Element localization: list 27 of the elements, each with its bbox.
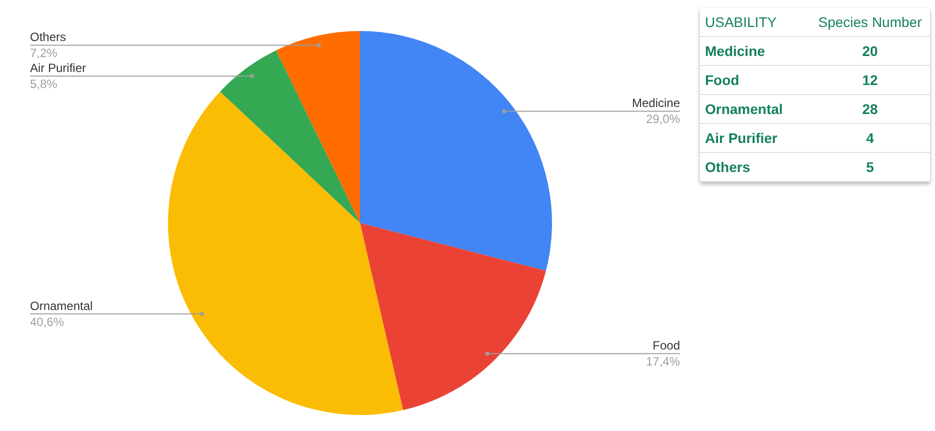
- category-label: Others: [700, 152, 810, 182]
- pie-slice: [360, 31, 552, 271]
- data-label: 17,4%: [646, 354, 680, 369]
- pie-slice: [168, 92, 404, 415]
- data-label: 12: [810, 66, 930, 94]
- pie-slice: [360, 223, 546, 410]
- text: Species Number: [810, 8, 930, 36]
- data-label: 28: [810, 94, 930, 124]
- data-label: 4: [810, 124, 930, 152]
- slice-label: Ornamental: [30, 298, 93, 313]
- data-label: 7,2%: [30, 46, 58, 60]
- data-label: 20: [810, 36, 930, 66]
- slice-label: Food: [652, 338, 680, 353]
- pie-slice: [220, 50, 360, 223]
- data-label: 5,8%: [30, 77, 58, 92]
- slice-label: Others: [30, 30, 66, 44]
- data-label: 29,0%: [646, 112, 680, 126]
- category-label: Food: [700, 66, 810, 94]
- slice-label: Medicine: [632, 96, 680, 110]
- text: USABILITY: [700, 8, 810, 36]
- category-label: Medicine: [700, 36, 810, 66]
- data-label: 40,6%: [30, 314, 64, 329]
- category-label: Air Purifier: [700, 124, 810, 152]
- slice-label: Air Purifier: [30, 61, 86, 76]
- data-label: 5: [810, 152, 930, 182]
- category-label: Ornamental: [700, 94, 810, 124]
- pie-slice: [276, 31, 360, 223]
